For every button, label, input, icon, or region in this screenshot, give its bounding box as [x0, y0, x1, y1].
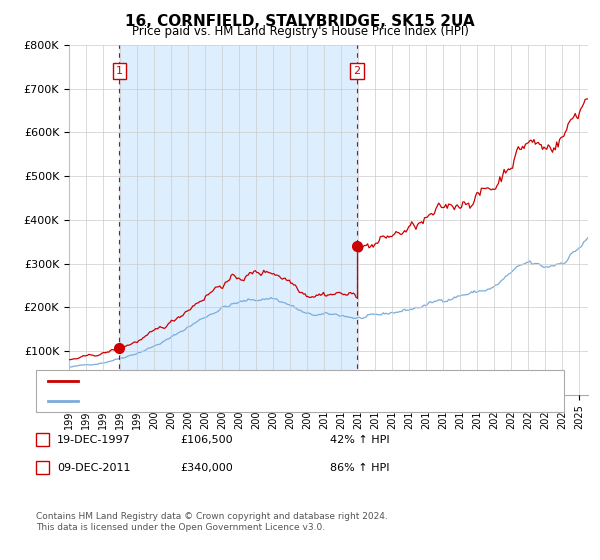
Text: 1: 1	[116, 66, 123, 76]
Text: £106,500: £106,500	[180, 435, 233, 445]
Text: 09-DEC-2011: 09-DEC-2011	[57, 463, 131, 473]
Text: 2: 2	[353, 66, 361, 76]
Text: 16, CORNFIELD, STALYBRIDGE, SK15 2UA: 16, CORNFIELD, STALYBRIDGE, SK15 2UA	[125, 14, 475, 29]
Text: £340,000: £340,000	[180, 463, 233, 473]
Text: 16, CORNFIELD, STALYBRIDGE, SK15 2UA (detached house): 16, CORNFIELD, STALYBRIDGE, SK15 2UA (de…	[87, 376, 395, 386]
Text: 1: 1	[39, 435, 46, 445]
Text: Price paid vs. HM Land Registry's House Price Index (HPI): Price paid vs. HM Land Registry's House …	[131, 25, 469, 38]
Text: 19-DEC-1997: 19-DEC-1997	[57, 435, 131, 445]
Text: 2: 2	[39, 463, 46, 473]
Text: 86% ↑ HPI: 86% ↑ HPI	[330, 463, 389, 473]
Text: Contains HM Land Registry data © Crown copyright and database right 2024.
This d: Contains HM Land Registry data © Crown c…	[36, 512, 388, 532]
Text: 42% ↑ HPI: 42% ↑ HPI	[330, 435, 389, 445]
Text: HPI: Average price, detached house, Tameside: HPI: Average price, detached house, Tame…	[87, 396, 329, 406]
Bar	[119, 45, 357, 395]
